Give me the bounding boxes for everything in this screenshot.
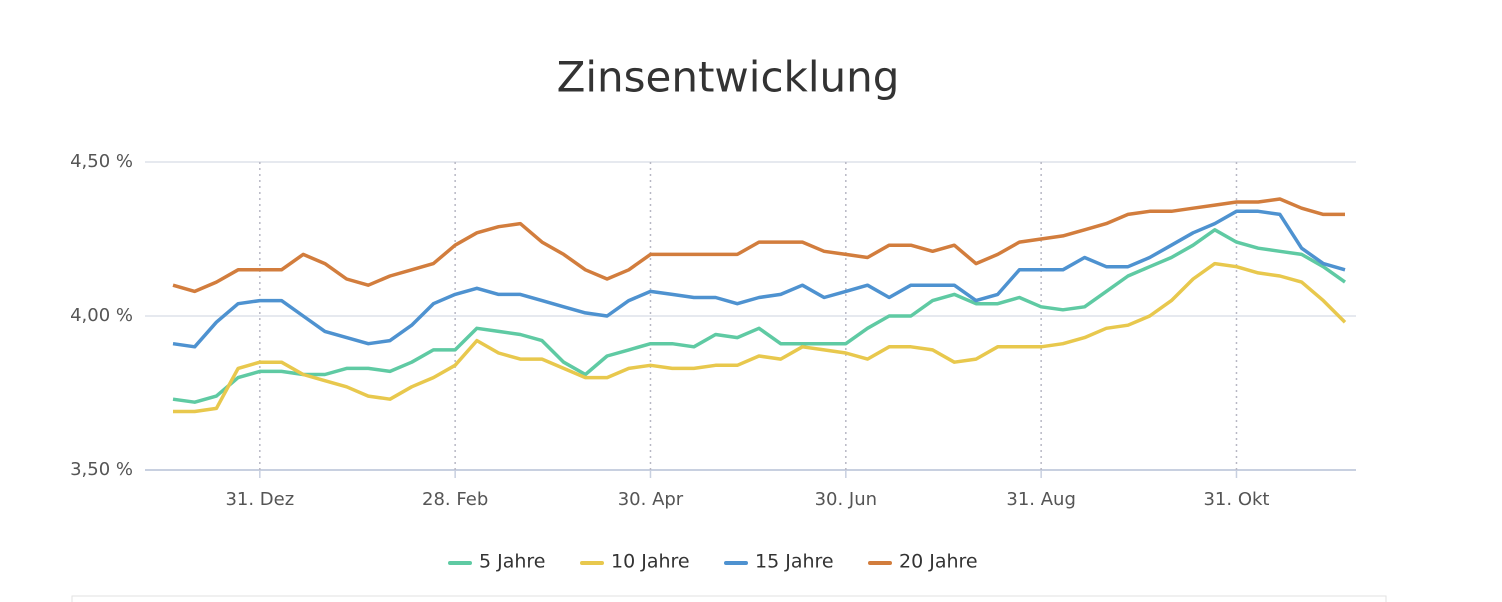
chart-title: Zinsentwicklung [557, 53, 900, 102]
series-line [173, 261, 1347, 414]
series-line [172, 228, 1347, 404]
y-tick-label: 3,50 % [70, 459, 133, 480]
x-tick-label: 31. Aug [1006, 489, 1076, 510]
x-tick-label: 30. Apr [618, 489, 684, 510]
y-tick-label: 4,50 % [70, 151, 133, 172]
legend-label: 15 Jahre [755, 551, 834, 573]
legend-label: 5 Jahre [479, 551, 546, 573]
card-edge [71, 595, 1387, 602]
x-tick-label: 31. Dez [225, 489, 294, 510]
legend-label: 10 Jahre [611, 551, 690, 573]
x-tick-label: 30. Jun [815, 489, 877, 510]
legend-label: 20 Jahre [899, 551, 978, 573]
x-tick-label: 31. Okt [1203, 489, 1269, 510]
y-tick-label: 4,00 % [70, 305, 133, 326]
x-tick-label: 28. Feb [422, 489, 488, 510]
series-line [172, 197, 1345, 294]
series-line [172, 209, 1346, 349]
